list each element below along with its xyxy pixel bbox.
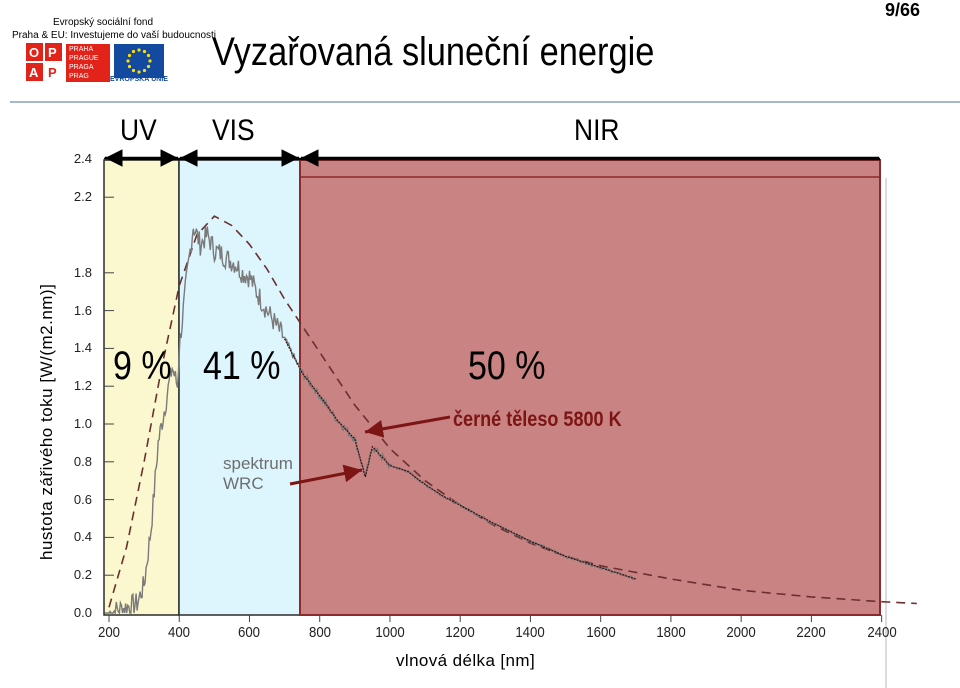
eu-star-icon (131, 49, 136, 54)
svg-text:A: A (29, 65, 39, 80)
svg-text:P: P (48, 65, 57, 80)
eu-star-icon (127, 53, 132, 58)
esf-logo-text: Evropský sociální fond (53, 17, 154, 28)
header-divider (10, 101, 960, 103)
eu-star-icon (126, 59, 130, 63)
eu-star-icon (137, 70, 141, 74)
blackbody-annotation: černé těleso 5800 K (453, 408, 622, 431)
x-tick-label: 2000 (726, 624, 756, 641)
eu-star-icon (146, 53, 151, 58)
svg-text:O: O (29, 45, 39, 60)
eu-star-icon (148, 59, 152, 63)
eu-star-icon (146, 64, 151, 69)
x-tick-label: 1600 (585, 624, 616, 641)
x-tick-label: 2400 (866, 624, 897, 641)
wrc-spectrum-nir (284, 338, 636, 580)
wrc-annotation-line1: spektrum (223, 454, 293, 473)
x-tick-label: 1800 (656, 624, 686, 641)
y-tick-label: 0.4 (73, 529, 92, 545)
opp-logo: O P A P (26, 43, 62, 81)
y-tick-label: 1.2 (73, 378, 92, 394)
eu-caption: EVROPSKÁ UNIE (110, 76, 168, 83)
y-tick-label: 0.0 (73, 605, 92, 620)
y-tick-label: 1.8 (73, 264, 92, 280)
y-tick-label: 1.0 (73, 416, 92, 431)
x-tick-label: 2200 (796, 624, 827, 641)
y-tick-label: 1.6 (73, 302, 92, 318)
x-tick-label: 600 (238, 624, 261, 641)
blackbody-pointer-arrow (364, 415, 451, 438)
praha-eu-slogan: Praha & EU: Investujeme do vaší budoucno… (12, 30, 217, 41)
uv-percent: 9 % (113, 344, 172, 388)
page-title: Vyzařovaná sluneční energie (212, 30, 655, 74)
svg-text:P: P (48, 45, 57, 60)
eu-star-icon (131, 68, 136, 73)
eu-flag-icon (114, 44, 164, 78)
eu-star-icon (137, 48, 141, 52)
x-tick-label: 1200 (445, 624, 475, 641)
y-tick-label: 2.2 (73, 189, 92, 205)
x-tick-label: 1400 (515, 624, 546, 641)
x-tick-label: 200 (97, 624, 121, 641)
y-tick-label: 1.4 (73, 340, 92, 356)
y-tick-label: 2.4 (73, 151, 92, 167)
uv-band-region (103, 159, 180, 616)
wrc-pointer-arrow (289, 464, 363, 486)
x-tick-label: 400 (168, 624, 191, 641)
uv-band-label: UV (120, 114, 157, 147)
page-number: 9/66 (884, 0, 920, 20)
nir-percent: 50 % (468, 344, 546, 388)
eu-star-icon (127, 64, 132, 69)
y-tick-label: 0.8 (73, 453, 92, 469)
wrc-annotation: spektrum WRC (223, 454, 293, 494)
eu-star-icon (142, 49, 147, 54)
vis-band-label: VIS (212, 114, 255, 147)
nir-band-label: NIR (574, 114, 620, 147)
praha-logo: PRAHA PRAGUE PRAGA PRAG (66, 44, 110, 82)
x-tick-label: 1000 (375, 624, 405, 641)
x-axis-label: vlnová délka [nm] (396, 651, 536, 670)
eu-star-icon (142, 68, 147, 73)
vis-percent: 41 % (203, 344, 281, 388)
y-tick-label: 0.2 (73, 567, 92, 583)
nir-band-region (299, 159, 881, 616)
x-tick-label: 800 (308, 624, 331, 641)
y-tick-label: 0.6 (73, 491, 92, 507)
wrc-annotation-line2: WRC (223, 474, 264, 493)
blackbody-curve (108, 215, 917, 608)
